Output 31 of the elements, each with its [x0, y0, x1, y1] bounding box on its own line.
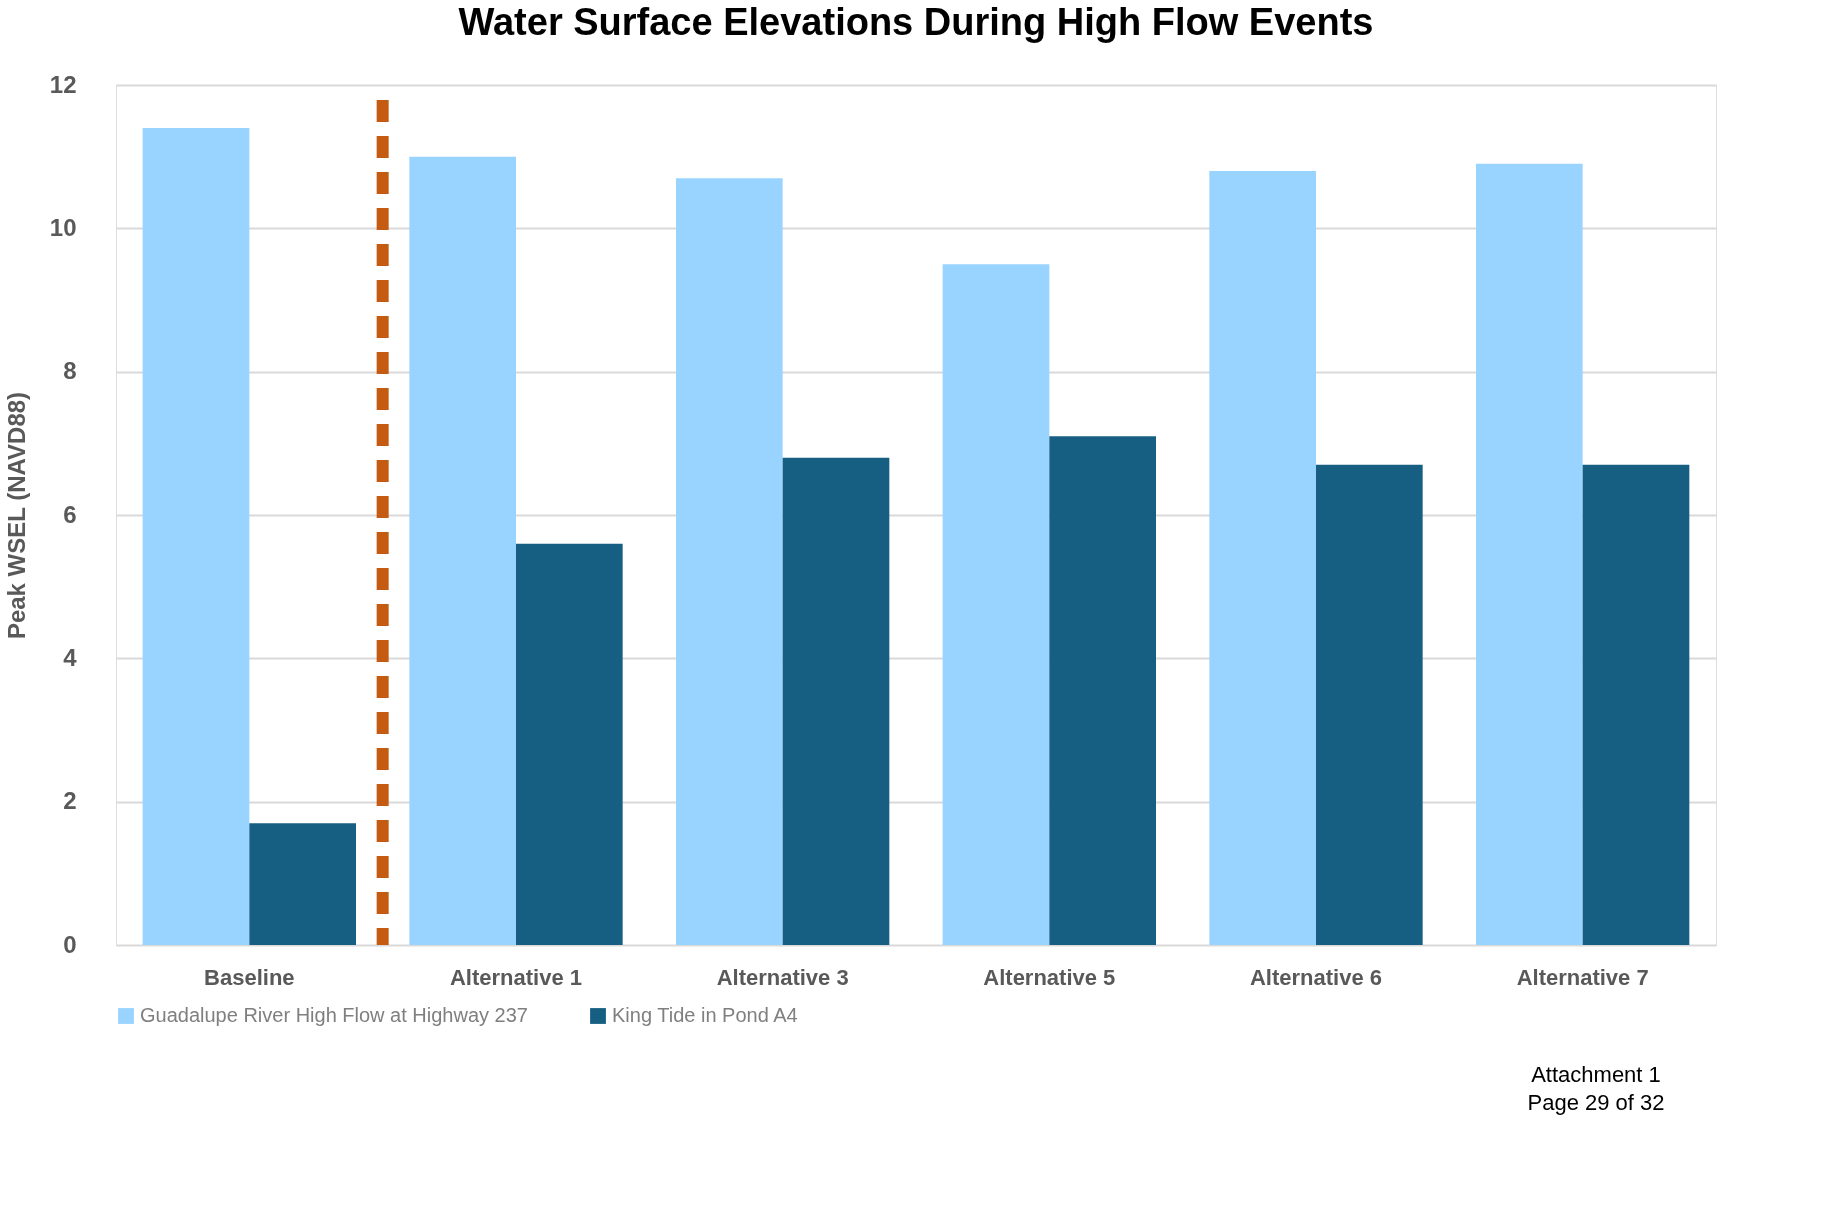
x-tick-label: Alternative 5	[983, 964, 1116, 990]
bar	[1209, 171, 1316, 945]
y-tick-label: 4	[63, 643, 78, 671]
bar	[782, 457, 890, 945]
bar	[409, 156, 516, 945]
bar	[1049, 436, 1156, 945]
bar	[676, 178, 783, 945]
legend-label: King Tide in Pond A4	[612, 1004, 798, 1026]
legend-label: Guadalupe River High Flow at Highway 237	[140, 1004, 528, 1026]
x-tick-label: Baseline	[204, 964, 295, 990]
y-tick-label: 8	[63, 357, 77, 385]
bar	[516, 543, 623, 945]
bar	[1316, 464, 1423, 945]
chart-title: Water Surface Elevations During High Flow Events	[458, 1, 1374, 43]
y-axis-title: Peak WSEL (NAVD88)	[2, 391, 30, 640]
bar	[249, 823, 356, 945]
x-tick-label: Alternative 3	[716, 964, 849, 990]
y-tick-label: 12	[49, 70, 77, 98]
x-tick-label: Alternative 6	[1249, 964, 1383, 990]
bar	[942, 264, 1050, 945]
bar	[142, 128, 250, 945]
x-tick-label: Alternative 1	[449, 964, 583, 990]
text: Attachment 1	[1531, 1062, 1661, 1087]
y-tick-label: 2	[63, 787, 77, 815]
y-tick-label: 10	[49, 213, 77, 241]
y-tick-label: 6	[63, 500, 77, 528]
text: Page 29 of 32	[1527, 1090, 1665, 1115]
x-tick-label: Alternative 7	[1516, 964, 1649, 990]
bar	[1582, 464, 1690, 945]
y-tick-label: 0	[63, 930, 77, 958]
bar	[1476, 163, 1583, 945]
